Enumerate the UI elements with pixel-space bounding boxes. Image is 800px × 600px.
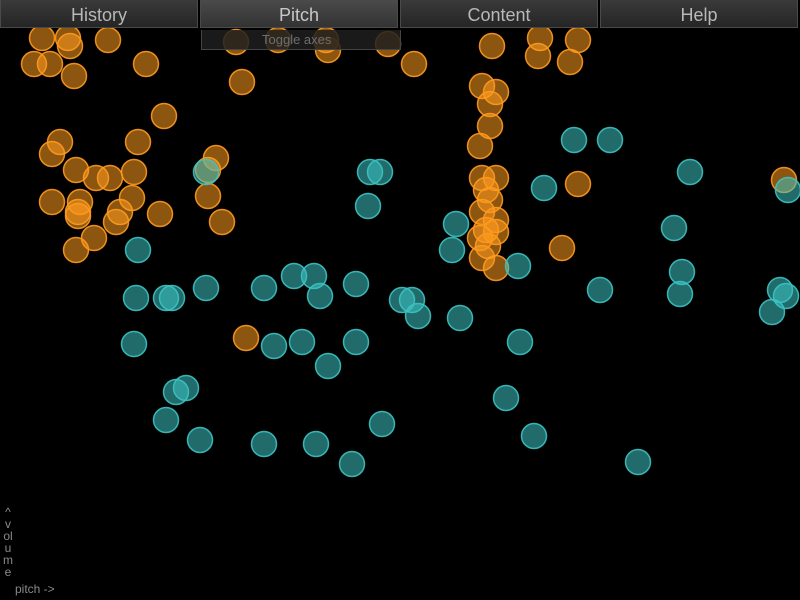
orange-pitch-dot [228,68,256,96]
teal-pitch-dot [506,328,534,356]
orange-pitch-dot [478,32,506,60]
teal-pitch-dot [404,302,432,330]
orange-pitch-dot [38,140,66,168]
teal-pitch-dot [624,448,652,476]
teal-pitch-dot [306,282,334,310]
teal-pitch-dot [122,284,150,312]
teal-pitch-dot [520,422,548,450]
pitch-axis-label: pitch -> [15,582,55,596]
tab-pitch[interactable]: Pitch [200,0,398,28]
orange-pitch-dot [482,254,510,282]
teal-pitch-dot [192,274,220,302]
orange-pitch-dot [64,202,92,230]
teal-pitch-dot [124,236,152,264]
teal-pitch-dot [586,276,614,304]
teal-pitch-dot [668,258,696,286]
orange-pitch-dot [60,62,88,90]
orange-pitch-dot [232,324,260,352]
teal-pitch-dot [192,158,220,186]
orange-pitch-dot [36,50,64,78]
teal-pitch-dot [758,298,786,326]
teal-pitch-dot [660,214,688,242]
teal-pitch-dot [666,280,694,308]
orange-pitch-dot [96,164,124,192]
orange-pitch-dot [146,200,174,228]
teal-pitch-dot [438,236,466,264]
teal-pitch-dot [354,192,382,220]
teal-pitch-dot [260,332,288,360]
tab-history[interactable]: History [0,0,198,28]
orange-pitch-dot [124,128,152,156]
teal-pitch-dot [530,174,558,202]
teal-pitch-dot [492,384,520,412]
volume-axis-label: ^ volume [3,505,13,579]
teal-pitch-dot [596,126,624,154]
orange-pitch-dot [564,170,592,198]
orange-pitch-dot [548,234,576,262]
teal-pitch-dot [366,158,394,186]
orange-pitch-dot [150,102,178,130]
orange-pitch-dot [62,236,90,264]
orange-pitch-dot [132,50,160,78]
orange-pitch-dot [466,132,494,160]
orange-pitch-dot [208,208,236,236]
orange-pitch-dot [120,158,148,186]
tab-content[interactable]: Content [400,0,598,28]
menu-bar: History Pitch Content Help [0,0,800,30]
teal-pitch-dot [774,176,800,204]
toggle-axes-menu-item[interactable]: Toggle axes [262,32,332,47]
teal-pitch-dot [302,430,330,458]
teal-pitch-dot [186,426,214,454]
orange-pitch-dot [38,188,66,216]
teal-pitch-dot [368,410,396,438]
orange-pitch-dot [400,50,428,78]
teal-pitch-dot [172,374,200,402]
teal-pitch-dot [152,406,180,434]
teal-pitch-dot [288,328,316,356]
teal-pitch-dot [504,252,532,280]
teal-pitch-dot [250,274,278,302]
teal-pitch-dot [342,328,370,356]
teal-pitch-dot [338,450,366,478]
teal-pitch-dot [676,158,704,186]
orange-pitch-dot [56,32,84,60]
tab-help[interactable]: Help [600,0,798,28]
teal-pitch-dot [342,270,370,298]
orange-pitch-dot [94,26,122,54]
teal-pitch-dot [158,284,186,312]
orange-pitch-dot [524,42,552,70]
orange-pitch-dot [556,48,584,76]
teal-pitch-dot [560,126,588,154]
teal-pitch-dot [442,210,470,238]
pitch-dropdown-menu: Toggle axes [201,30,401,50]
teal-pitch-dot [314,352,342,380]
teal-pitch-dot [250,430,278,458]
orange-pitch-dot [102,208,130,236]
teal-pitch-dot [446,304,474,332]
orange-pitch-dot [194,182,222,210]
teal-pitch-dot [120,330,148,358]
orange-pitch-dot [564,26,592,54]
